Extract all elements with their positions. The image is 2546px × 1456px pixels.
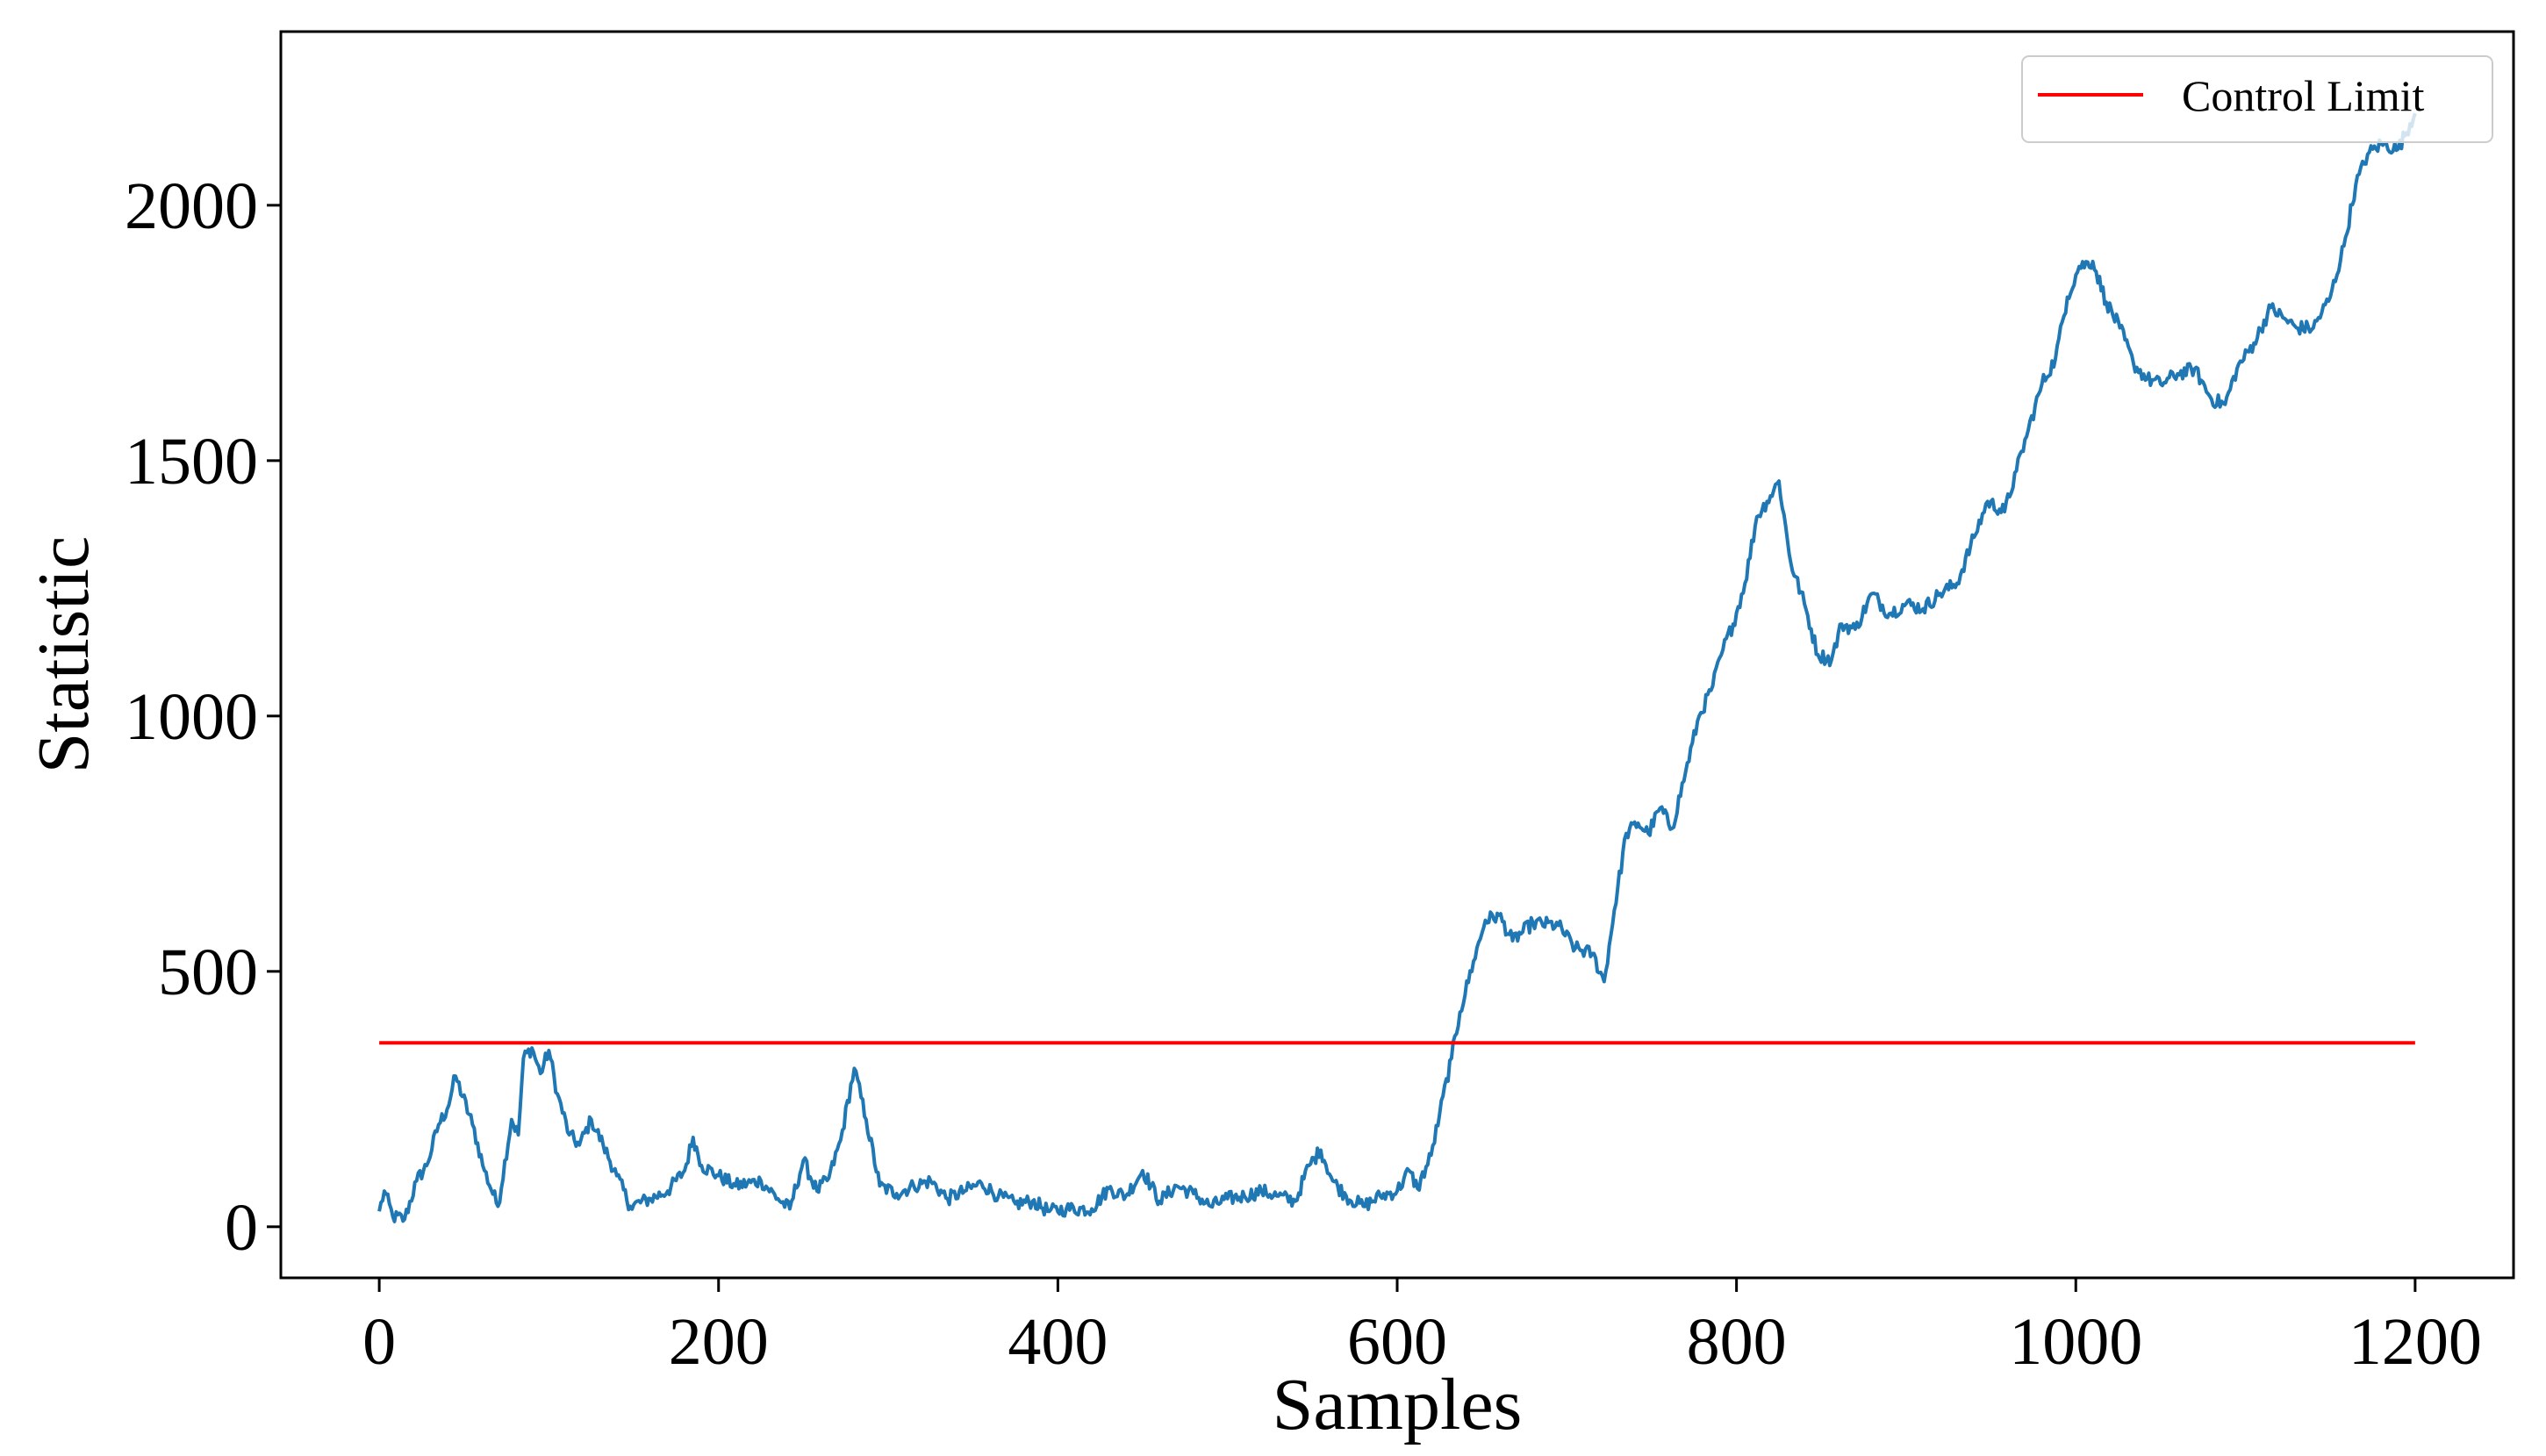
plot-area (377, 112, 2417, 1223)
x-tick-label: 0 (362, 1305, 396, 1379)
x-axis: 0 200 400 600 800 1000 1200 (362, 1278, 2482, 1379)
x-tick-label: 1200 (2349, 1305, 2482, 1379)
y-tick-label: 1000 (125, 680, 258, 754)
legend-label-control-limit: Control Limit (2182, 71, 2425, 120)
legend-box (2021, 55, 2493, 143)
y-axis: 0 500 1000 1500 2000 (125, 169, 281, 1265)
y-axis-label: Statistic (23, 536, 104, 774)
x-axis-label: Samples (1273, 1364, 1523, 1445)
plot-frame (279, 30, 2515, 1280)
x-tick-label: 1000 (2009, 1305, 2142, 1379)
y-tick-label: 2000 (125, 169, 258, 243)
x-tick-label: 600 (1347, 1305, 1447, 1379)
x-tick-label: 800 (1687, 1305, 1787, 1379)
y-tick-label: 500 (158, 936, 258, 1009)
y-tick-label: 1500 (125, 425, 258, 498)
y-tick-label: 0 (225, 1191, 258, 1265)
legend: Control Limit (2021, 55, 2493, 143)
x-tick-label: 400 (1008, 1305, 1108, 1379)
x-tick-label: 200 (669, 1305, 769, 1379)
series-line-statistic (377, 112, 2417, 1223)
